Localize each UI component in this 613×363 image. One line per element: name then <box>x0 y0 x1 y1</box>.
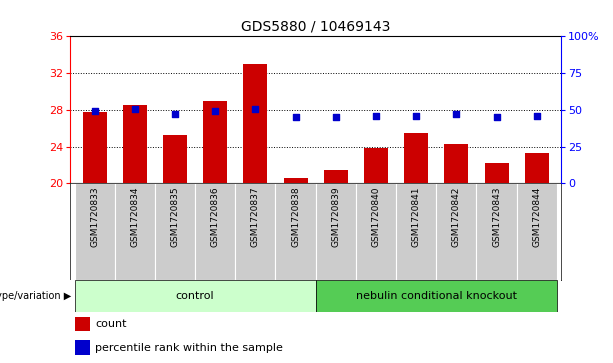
Bar <box>235 183 275 280</box>
Bar <box>324 171 348 183</box>
Text: GSM1720833: GSM1720833 <box>90 186 99 247</box>
Text: GSM1720834: GSM1720834 <box>131 186 139 247</box>
Bar <box>115 183 155 280</box>
Text: GSM1720844: GSM1720844 <box>532 186 541 246</box>
Bar <box>75 317 90 331</box>
Text: GSM1720841: GSM1720841 <box>412 186 421 247</box>
Bar <box>203 101 227 183</box>
Bar <box>123 105 147 183</box>
Bar <box>525 153 549 183</box>
Text: GSM1720838: GSM1720838 <box>291 186 300 247</box>
Point <box>532 113 542 119</box>
Bar <box>163 135 187 183</box>
Bar <box>243 64 267 183</box>
Bar <box>364 148 388 183</box>
Bar <box>436 183 476 280</box>
Point <box>210 108 220 114</box>
Bar <box>275 183 316 280</box>
Bar <box>284 178 308 183</box>
Text: GSM1720843: GSM1720843 <box>492 186 501 247</box>
Text: GSM1720836: GSM1720836 <box>211 186 219 247</box>
Bar <box>476 183 517 280</box>
Bar <box>316 183 356 280</box>
Bar <box>75 183 115 280</box>
Bar <box>155 183 195 280</box>
Text: percentile rank within the sample: percentile rank within the sample <box>95 343 283 352</box>
Text: nebulin conditional knockout: nebulin conditional knockout <box>356 291 517 301</box>
Bar <box>195 183 235 280</box>
Title: GDS5880 / 10469143: GDS5880 / 10469143 <box>241 20 390 34</box>
Point <box>452 111 462 117</box>
Point <box>371 113 381 119</box>
Bar <box>75 340 90 355</box>
Point <box>251 106 261 112</box>
Point <box>492 114 501 120</box>
Point <box>89 108 99 114</box>
Text: GSM1720839: GSM1720839 <box>331 186 340 247</box>
Bar <box>404 133 428 183</box>
Text: count: count <box>95 319 126 329</box>
Bar <box>75 280 316 312</box>
Text: control: control <box>176 291 215 301</box>
Bar <box>83 112 107 183</box>
Point <box>291 114 300 120</box>
Bar <box>517 183 557 280</box>
Text: GSM1720837: GSM1720837 <box>251 186 260 247</box>
Text: genotype/variation ▶: genotype/variation ▶ <box>0 291 71 301</box>
Point <box>170 111 180 117</box>
Text: GSM1720842: GSM1720842 <box>452 186 461 246</box>
Text: GSM1720840: GSM1720840 <box>371 186 381 247</box>
Point <box>411 113 421 119</box>
Point <box>130 106 140 112</box>
Bar <box>316 280 557 312</box>
Point <box>331 114 341 120</box>
Bar <box>444 144 468 183</box>
Bar <box>396 183 436 280</box>
Bar <box>356 183 396 280</box>
Text: GSM1720835: GSM1720835 <box>170 186 180 247</box>
Bar <box>484 163 509 183</box>
